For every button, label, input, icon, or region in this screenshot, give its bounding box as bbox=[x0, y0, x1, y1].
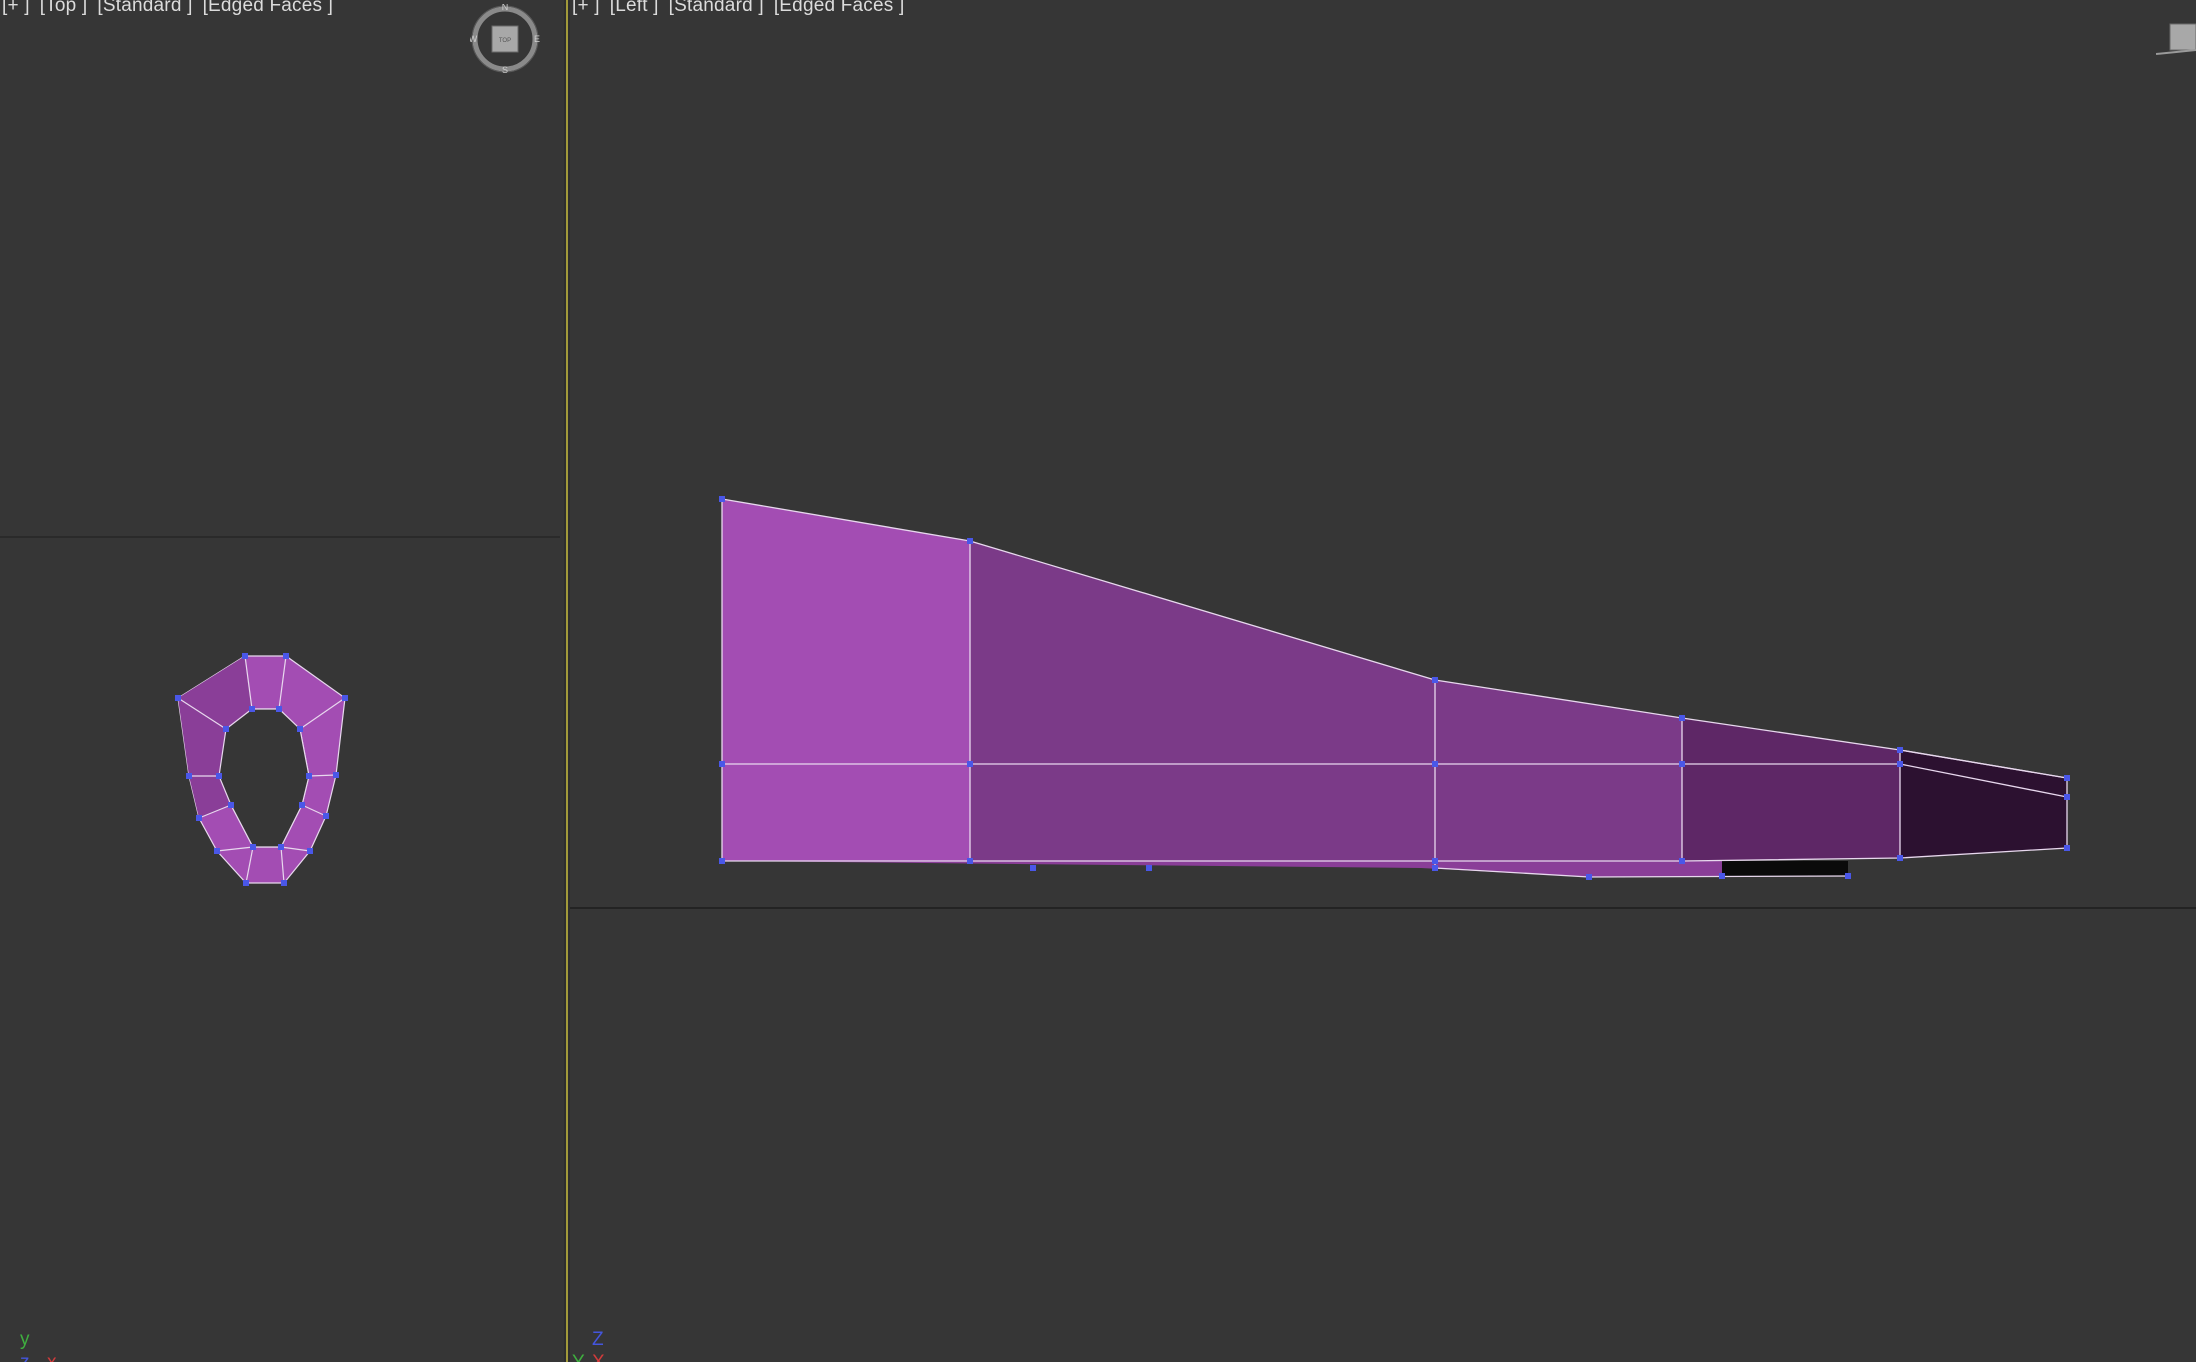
viewport-left-label: [+ ] [Left ] [Standard ] [Edged Faces ] bbox=[572, 0, 914, 17]
mesh-vertices bbox=[719, 496, 2070, 880]
axis-y-label: y bbox=[20, 1329, 30, 1350]
compass-ring-outer bbox=[471, 5, 539, 73]
display-style-button[interactable]: [Edged Faces ] bbox=[773, 0, 905, 16]
compass-south-label: S bbox=[502, 65, 508, 74]
display-style-button[interactable]: [Edged Faces ] bbox=[202, 0, 334, 16]
axis-x-label: x bbox=[47, 1352, 57, 1362]
shading-mode-button[interactable]: [Standard ] bbox=[97, 0, 193, 16]
mesh-face-shaded bbox=[178, 656, 252, 729]
view-type-button[interactable]: [Top ] bbox=[39, 0, 88, 16]
mesh-face-shaded bbox=[189, 776, 231, 818]
viewport-top[interactable]: [+ ] [Top ] [Standard ] [Edged Faces ] TOP … bbox=[0, 0, 564, 1362]
viewport-menu-button[interactable]: [+ ] bbox=[2, 0, 30, 16]
viewcube-face-label: TOP bbox=[499, 38, 511, 44]
mesh-face bbox=[970, 541, 1435, 861]
mesh-underside-dark bbox=[1722, 861, 1848, 876]
mesh-vertices bbox=[175, 653, 348, 886]
top-view-scene[interactable]: y x z bbox=[0, 0, 564, 1362]
view-type-button[interactable]: [Left ] bbox=[609, 0, 659, 16]
mesh-face bbox=[1682, 718, 1900, 861]
shading-mode-button[interactable]: [Standard ] bbox=[668, 0, 764, 16]
axis-z-label: Z bbox=[592, 1329, 604, 1350]
compass-east-label: E bbox=[534, 34, 540, 44]
active-viewport-border bbox=[566, 0, 568, 1362]
tube-cross-section-mesh[interactable] bbox=[175, 653, 348, 886]
axis-tripod: y x z bbox=[20, 1329, 57, 1362]
mesh-face bbox=[1435, 680, 1682, 861]
viewport-top-label: [+ ] [Top ] [Standard ] [Edged Faces ] bbox=[2, 0, 343, 17]
compass-ring bbox=[472, 6, 538, 72]
viewcube-icon[interactable] bbox=[2156, 20, 2196, 60]
mesh-face-shaded bbox=[178, 698, 226, 776]
compass-west-label: W bbox=[470, 34, 478, 44]
axis-y-label: Y bbox=[572, 1352, 585, 1362]
tube-side-mesh[interactable] bbox=[719, 496, 2070, 880]
left-view-scene[interactable]: Z Y X bbox=[570, 0, 2196, 1362]
mesh-face bbox=[722, 499, 970, 861]
axis-x-label: X bbox=[592, 1352, 605, 1362]
viewport-divider[interactable] bbox=[564, 0, 570, 1362]
axis-tripod: Z Y X bbox=[572, 1329, 605, 1362]
axis-z-label: z bbox=[20, 1352, 30, 1362]
viewcube-icon[interactable] bbox=[491, 25, 519, 53]
mesh-underside bbox=[722, 861, 1848, 877]
viewcube-compass[interactable]: TOP N S E W bbox=[470, 4, 540, 74]
compass-north-label: N bbox=[502, 4, 509, 12]
viewport-menu-button[interactable]: [+ ] bbox=[572, 0, 600, 16]
mesh-face bbox=[1900, 750, 2067, 858]
viewport-left[interactable]: [+ ] [Left ] [Standard ] [Edged Faces ] bbox=[570, 0, 2196, 1362]
